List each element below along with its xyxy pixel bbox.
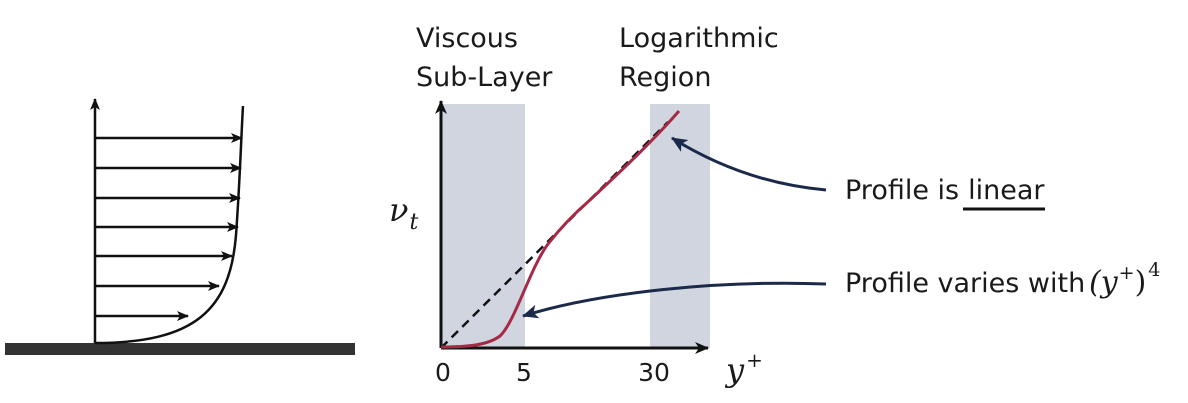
wall-plate (5, 343, 355, 355)
viscous-sublayer-band (441, 104, 525, 348)
linear-callout-arrow (671, 136, 827, 192)
watermark: 知乎 @珐式小蛋糕 (868, 340, 1101, 373)
y-axis-label: νt (389, 191, 418, 235)
velocity-profile-sketch (5, 98, 355, 355)
eddy-viscosity-curve (440, 110, 681, 349)
viscous-label-line1: Viscous (416, 23, 518, 54)
log-label-line2: Region (619, 62, 711, 93)
linear-reference-dashed-line (440, 121, 669, 349)
linear-annotation-text: Profile is linear (845, 175, 1045, 206)
x-tick-0: 0 (435, 358, 451, 387)
x-tick-30: 30 (638, 358, 670, 387)
x-tick-5: 5 (516, 358, 532, 387)
viscous-label-line2: Sub-Layer (416, 62, 553, 93)
power-annotation-text: Profile varies with (845, 268, 1085, 299)
power-callout-arrow (522, 281, 827, 319)
velocity-profile-curve (94, 105, 245, 345)
power-expression: (y+) 4 (1089, 259, 1160, 300)
annotations: Profile is linear Profile varies with (y+… (522, 136, 1160, 373)
velocity-arrows (95, 133, 243, 321)
x-axis-label: y + (724, 348, 763, 389)
eddy-viscosity-plot: Viscous Sub-Layer Logarithmic Region νt … (389, 23, 779, 389)
log-region-band (650, 104, 710, 348)
log-label-line1: Logarithmic (619, 23, 779, 54)
